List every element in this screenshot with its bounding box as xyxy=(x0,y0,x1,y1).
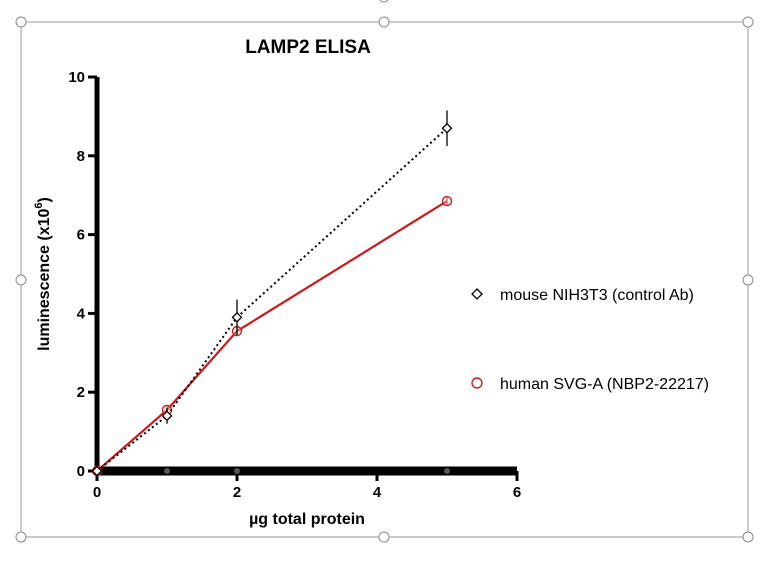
selection-frame xyxy=(20,21,749,538)
x-tick-label: 0 xyxy=(93,484,101,501)
legend-label-human: human SVG-A (NBP2-22217) xyxy=(500,376,709,393)
y-tick-label: 0 xyxy=(77,463,85,480)
series-layer xyxy=(91,110,453,477)
rotate-handle[interactable] xyxy=(379,0,389,3)
y-tick-label: 4 xyxy=(77,305,86,322)
resize-handle-top-left[interactable] xyxy=(15,16,27,28)
resize-handle-bottom-left[interactable] xyxy=(15,531,27,543)
data-point-diamond xyxy=(441,122,453,134)
series-line xyxy=(96,200,448,472)
resize-handle-bottom[interactable] xyxy=(378,531,390,543)
baseline-point xyxy=(444,468,450,474)
legend: mouse NIH3T3 (control Ab) human SVG-A (N… xyxy=(471,287,709,393)
legend-item-mouse: mouse NIH3T3 (control Ab) xyxy=(471,287,694,304)
chart-title: LAMP2 ELISA xyxy=(245,37,371,58)
resize-handle-right[interactable] xyxy=(742,274,754,286)
series-human xyxy=(91,195,453,477)
data-point-diamond xyxy=(91,465,103,477)
legend-marker-diamond xyxy=(471,288,483,300)
x-tick-label: 4 xyxy=(373,484,382,501)
y-tick-label: 8 xyxy=(77,148,85,165)
series-mouse xyxy=(91,110,453,477)
resize-handle-bottom-right[interactable] xyxy=(742,531,754,543)
y-axis-label-main: luminescence (x10 xyxy=(36,208,53,350)
x-tick-label: 2 xyxy=(233,484,241,501)
y-axis-label-suffix: ) xyxy=(36,197,53,202)
data-point-diamond xyxy=(231,311,243,323)
y-tick-label: 6 xyxy=(77,227,85,244)
y-axis-label: luminescence (x106) xyxy=(33,197,53,351)
y-axis-label-superscript: 6 xyxy=(33,202,45,208)
resize-handle-top[interactable] xyxy=(378,16,390,28)
x-axis-label: µg total protein xyxy=(249,511,365,528)
x-tick-label: 6 xyxy=(513,484,521,501)
legend-item-human: human SVG-A (NBP2-22217) xyxy=(471,376,709,393)
data-point-circle xyxy=(441,195,453,207)
series-line xyxy=(96,127,448,472)
legend-marker-circle xyxy=(471,377,483,389)
y-tick-label: 2 xyxy=(77,384,85,401)
baseline-point xyxy=(234,468,240,474)
data-point-diamond xyxy=(161,410,173,422)
y-tick-label: 10 xyxy=(68,69,85,86)
resize-handle-top-right[interactable] xyxy=(742,16,754,28)
legend-label-mouse: mouse NIH3T3 (control Ab) xyxy=(500,287,694,304)
resize-handle-left[interactable] xyxy=(15,274,27,286)
y-ticks: 0 2 4 6 8 10 xyxy=(68,69,97,480)
baseline-point xyxy=(164,468,170,474)
